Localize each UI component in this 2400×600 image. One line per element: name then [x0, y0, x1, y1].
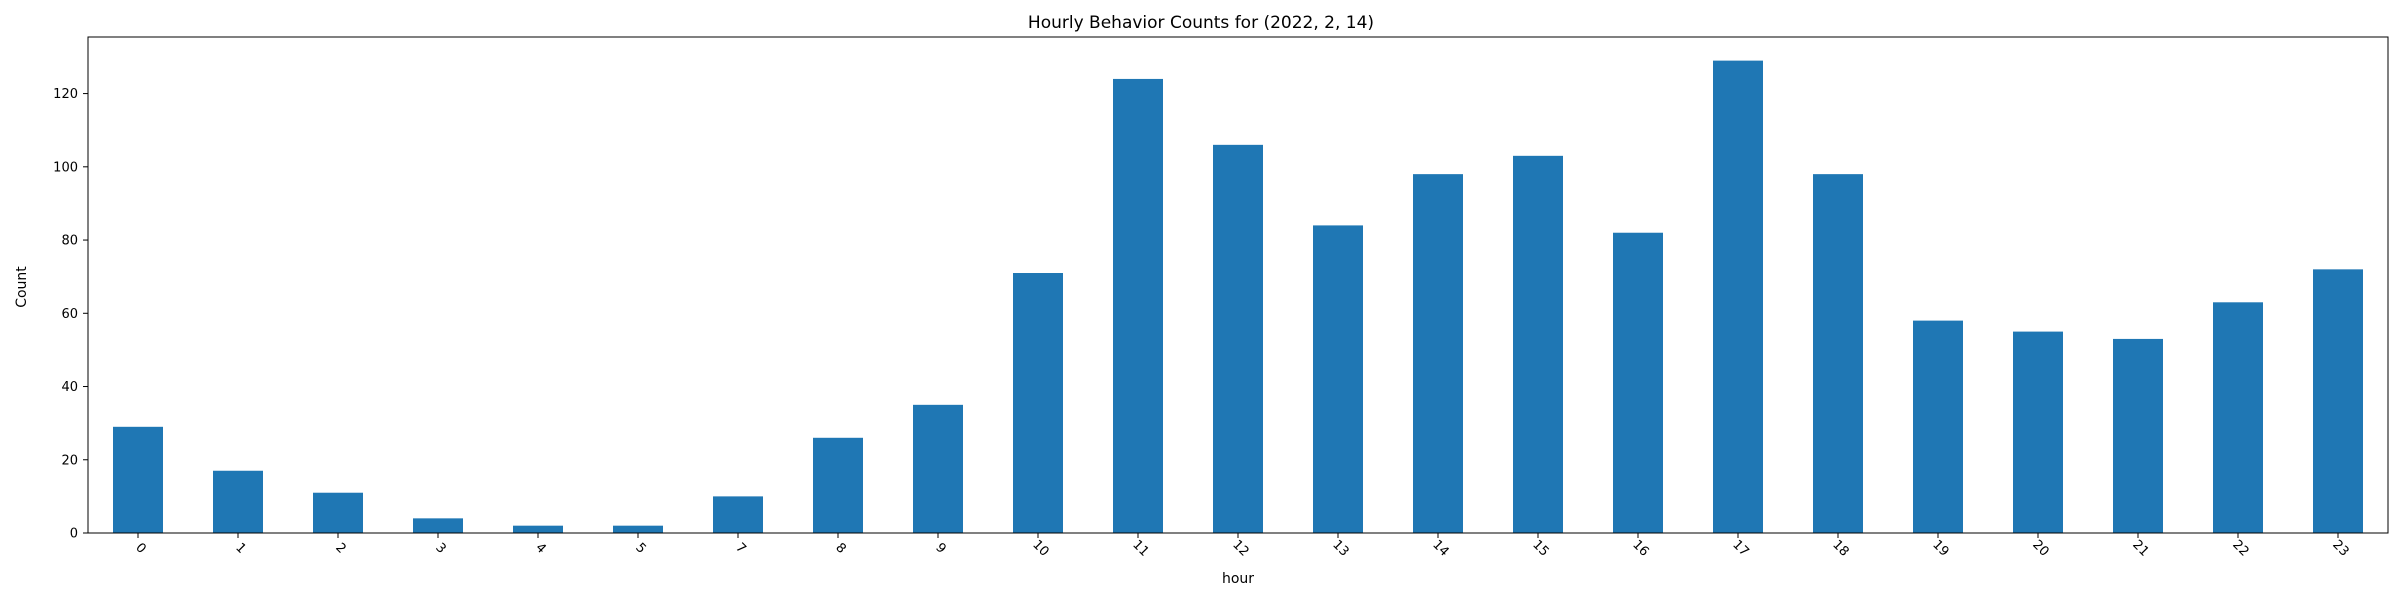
bar-hour-22 [2213, 302, 2263, 533]
bar-hour-16 [1613, 232, 1663, 534]
bar-hour-1 [213, 470, 263, 533]
x-tick-label: 17 [1729, 537, 1751, 559]
x-tick-label: 7 [732, 540, 748, 556]
bar-hour-10 [1013, 273, 1063, 533]
bar-hour-19 [1913, 320, 1963, 533]
plot-frame [87, 36, 2389, 534]
x-tick-label: 13 [1329, 537, 1351, 559]
bar-hour-18 [1813, 174, 1863, 533]
x-tick-label: 16 [1629, 537, 1651, 559]
bar-hour-7 [713, 496, 763, 533]
y-tick-label: 0 [70, 527, 78, 542]
bar-hour-13 [1313, 225, 1363, 533]
y-tick-label: 120 [53, 87, 78, 102]
y-tick-label: 20 [61, 453, 78, 468]
x-tick-label: 22 [2229, 537, 2251, 559]
bar-hour-23 [2313, 269, 2363, 533]
bar-hour-0 [113, 426, 163, 533]
bar-hour-15 [1513, 155, 1563, 533]
y-axis-ticks: 0 20 40 60 80 100 120 [53, 87, 88, 542]
x-tick-label: 10 [1029, 537, 1051, 559]
bar-hour-9 [913, 404, 963, 533]
bars-group [113, 60, 2363, 534]
x-tick-label: 18 [1829, 537, 1851, 559]
bar-hour-4 [513, 525, 563, 533]
bar-hour-2 [313, 492, 363, 533]
y-axis-label: Count [14, 266, 30, 308]
x-tick-label: 12 [1229, 537, 1251, 559]
bar-hour-11 [1113, 78, 1163, 534]
x-axis-ticks: 0 1 2 3 4 5 7 8 9 10 11 12 13 14 15 16 17 18 19 20 21 22 23 [132, 533, 2352, 560]
x-tick-label: 21 [2129, 537, 2151, 559]
bar-hour-14 [1413, 174, 1463, 533]
x-tick-label: 5 [632, 540, 648, 556]
x-tick-label: 20 [2029, 537, 2051, 559]
x-tick-label: 2 [332, 540, 348, 556]
x-tick-label: 19 [1929, 537, 1951, 559]
x-tick-label: 11 [1129, 537, 1151, 559]
y-tick-label: 100 [53, 160, 78, 175]
x-tick-label: 8 [832, 540, 848, 556]
x-tick-label: 14 [1429, 537, 1451, 559]
x-tick-label: 23 [2329, 537, 2351, 559]
bar-hour-17 [1713, 60, 1763, 534]
bar-hour-3 [413, 518, 463, 533]
y-tick-label: 40 [61, 380, 78, 395]
bar-hour-8 [813, 437, 863, 533]
bar-hour-5 [613, 525, 663, 533]
x-tick-label: 15 [1529, 537, 1551, 559]
x-tick-label: 4 [532, 540, 548, 556]
x-tick-label: 1 [232, 540, 248, 556]
x-tick-label: 3 [432, 540, 448, 556]
x-axis-label: hour [1222, 571, 1254, 587]
y-tick-label: 60 [61, 307, 78, 322]
bar-hour-20 [2013, 331, 2063, 533]
chart-title: Hourly Behavior Counts for (2022, 2, 14) [1028, 13, 1374, 33]
bar-hour-12 [1213, 144, 1263, 533]
x-tick-label: 0 [132, 540, 148, 556]
x-tick-label: 9 [932, 540, 948, 556]
y-tick-label: 80 [61, 234, 78, 249]
bar-hour-21 [2113, 338, 2163, 533]
